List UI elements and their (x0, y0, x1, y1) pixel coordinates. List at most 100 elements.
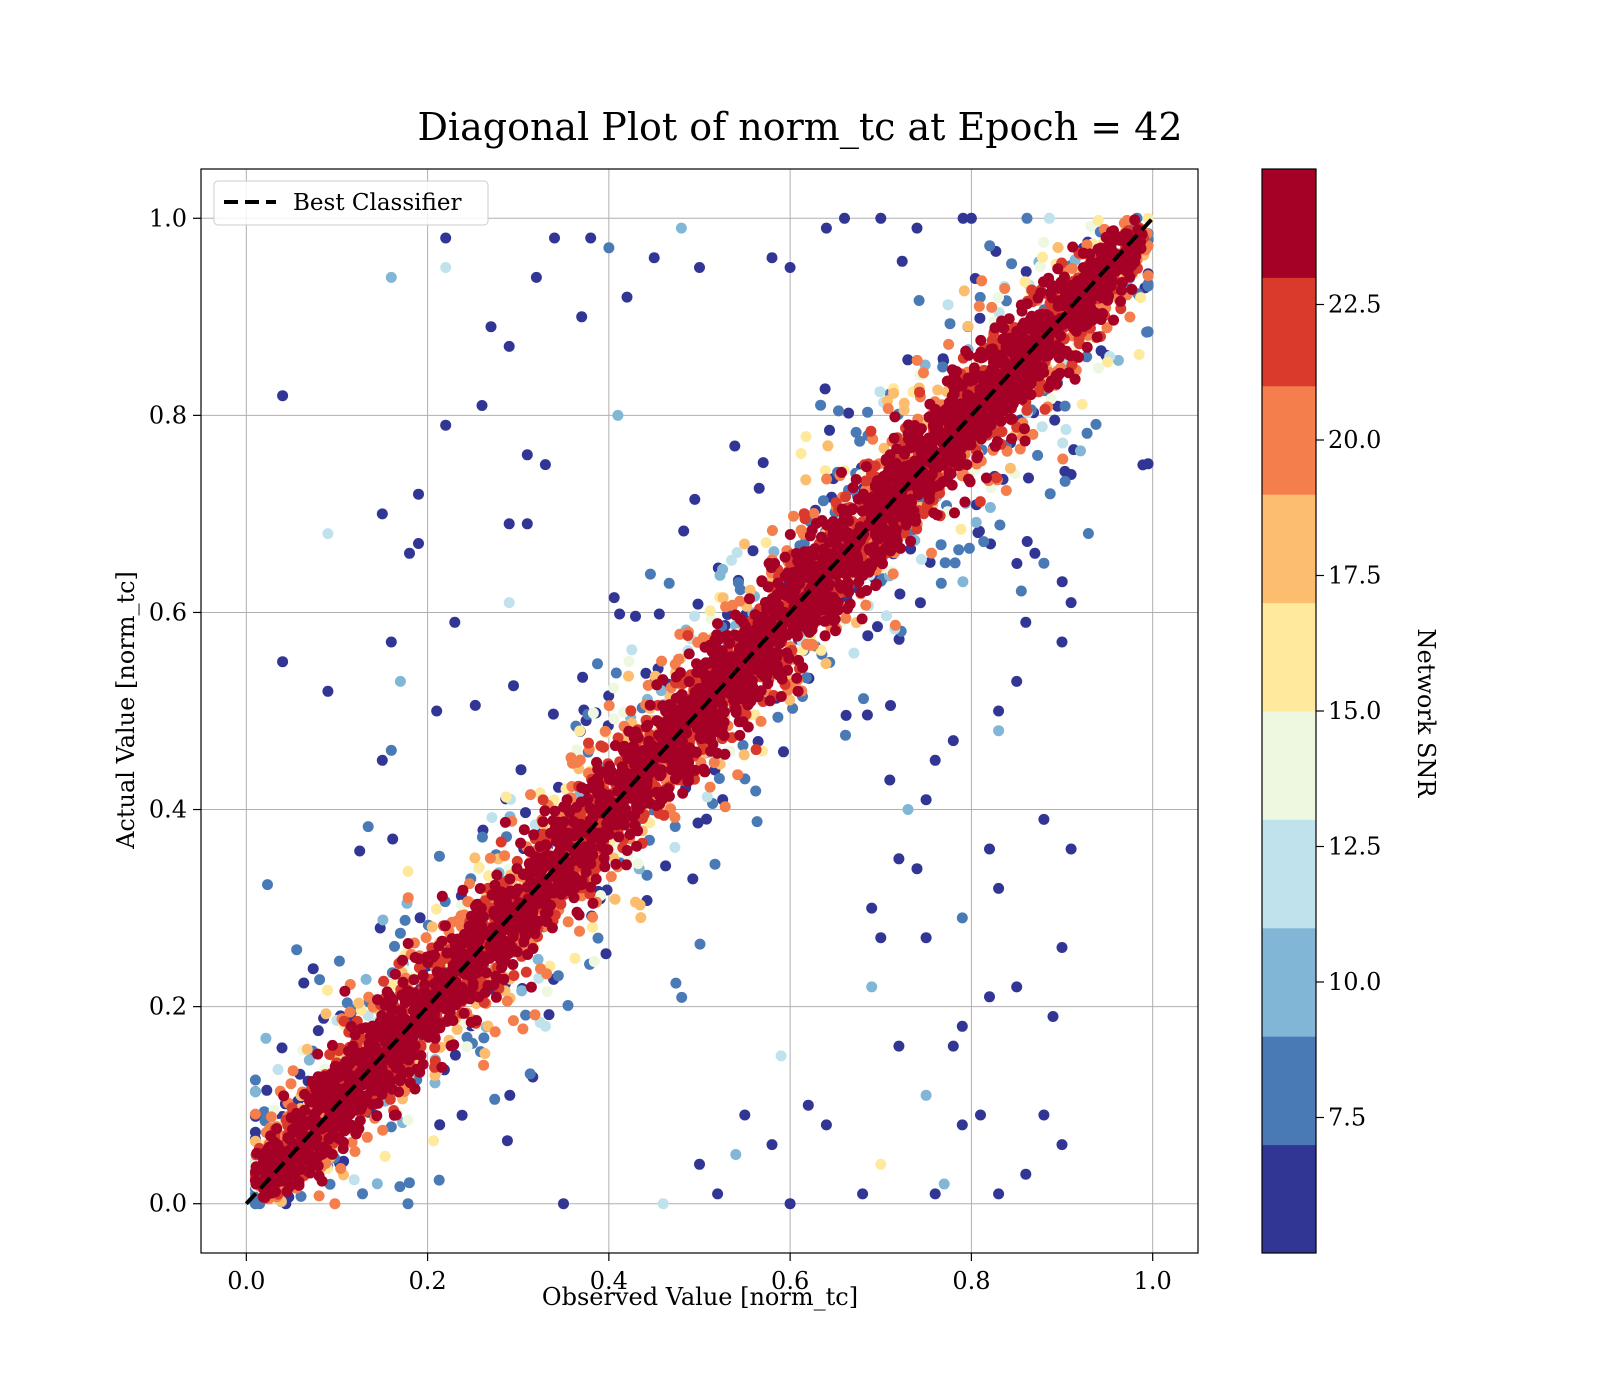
scatter-point (530, 271, 542, 283)
scatter-point (403, 1067, 415, 1078)
scatter-point (991, 472, 1002, 484)
scatter-point (307, 963, 319, 975)
scatter-point (295, 1190, 307, 1202)
scatter-point (620, 859, 632, 871)
scatter-point (362, 821, 374, 833)
scatter-point (905, 543, 917, 555)
scatter-point (299, 1088, 311, 1100)
scatter-point (669, 821, 681, 832)
scatter-point (313, 1190, 325, 1202)
scatter-point (689, 493, 701, 505)
scatter-point (476, 400, 488, 411)
scatter-point (429, 1069, 441, 1081)
scatter-point (689, 610, 701, 622)
scatter-point (750, 744, 762, 756)
scatter-point (694, 1158, 705, 1170)
scatter-point (961, 459, 973, 471)
scatter-point (762, 581, 774, 593)
scatter-point (942, 299, 954, 311)
scatter-point (993, 292, 1004, 303)
scatter-point (547, 708, 559, 720)
scatter-point (1082, 528, 1094, 539)
scatter-point (1056, 636, 1068, 648)
scatter-point (571, 744, 583, 756)
scatter-point (1112, 354, 1124, 366)
scatter-point (610, 667, 622, 679)
scatter-point (1038, 557, 1050, 569)
scatter-point (635, 912, 647, 924)
scatter-point (974, 291, 986, 303)
scatter-point (533, 972, 545, 984)
scatter-point (915, 553, 927, 565)
scatter-point (737, 739, 749, 751)
scatter-point (1021, 212, 1033, 224)
scatter-point (833, 579, 845, 591)
scatter-point (1060, 424, 1072, 435)
scatter-point (976, 275, 988, 287)
scatter-point (1038, 1109, 1050, 1121)
scatter-point (821, 473, 833, 485)
scatter-point (343, 1069, 355, 1081)
scatter-point (1075, 445, 1086, 457)
scatter-point (920, 794, 932, 806)
scatter-point (1056, 576, 1068, 588)
scatter-point (376, 754, 388, 766)
scatter-point (893, 853, 905, 865)
scatter-point (651, 715, 663, 727)
scatter-point (599, 861, 611, 873)
scatter-point (788, 510, 799, 522)
scatter-point (929, 754, 941, 766)
scatter-point (900, 519, 912, 531)
scatter-point (537, 794, 549, 806)
scatter-point (898, 404, 910, 416)
scatter-point (1047, 1011, 1059, 1022)
scatter-point (430, 903, 442, 915)
scatter-point (599, 725, 611, 737)
scatter-point (808, 507, 820, 519)
scatter-point (669, 811, 681, 823)
scatter-point (1043, 212, 1055, 224)
scatter-point (962, 320, 974, 332)
scatter-point (249, 1074, 261, 1086)
scatter-point (429, 1077, 441, 1089)
scatter-point (520, 807, 531, 819)
scatter-point (970, 516, 982, 528)
scatter-point (673, 653, 685, 665)
scatter-point (478, 1059, 490, 1071)
scatter-point (413, 538, 424, 549)
scatter-point (327, 1039, 338, 1051)
scatter-point (872, 621, 883, 633)
scatter-point (574, 725, 586, 737)
scatter-point (608, 713, 620, 725)
scatter-point (799, 513, 811, 525)
scatter-point (1059, 475, 1071, 487)
scatter-point (529, 1009, 541, 1021)
scatter-point (959, 496, 971, 508)
scatter-point (1020, 616, 1032, 628)
scatter-point (287, 1065, 299, 1077)
scatter-point (935, 577, 947, 589)
scatter-point (999, 283, 1011, 294)
scatter-point (1052, 242, 1064, 253)
scatter-point (918, 506, 930, 518)
scatter-point (377, 914, 389, 926)
scatter-point (1049, 414, 1061, 426)
scatter-point (840, 709, 852, 721)
scatter-point (592, 932, 604, 944)
scatter-point (626, 644, 638, 656)
scatter-point (1004, 462, 1016, 474)
scatter-point (938, 458, 949, 470)
scatter-point (712, 1188, 724, 1200)
scatter-point (378, 975, 390, 987)
scatter-point (905, 535, 917, 547)
scatter-point (848, 647, 860, 659)
scatter-point (576, 311, 588, 323)
scatter-point (314, 974, 326, 986)
scatter-point (298, 977, 310, 989)
scatter-point (784, 262, 796, 273)
scatter-point (802, 561, 814, 573)
scatter-point (587, 911, 599, 923)
scatter-point (291, 944, 303, 956)
scatter-point (712, 618, 723, 630)
scatter-point (939, 557, 951, 569)
